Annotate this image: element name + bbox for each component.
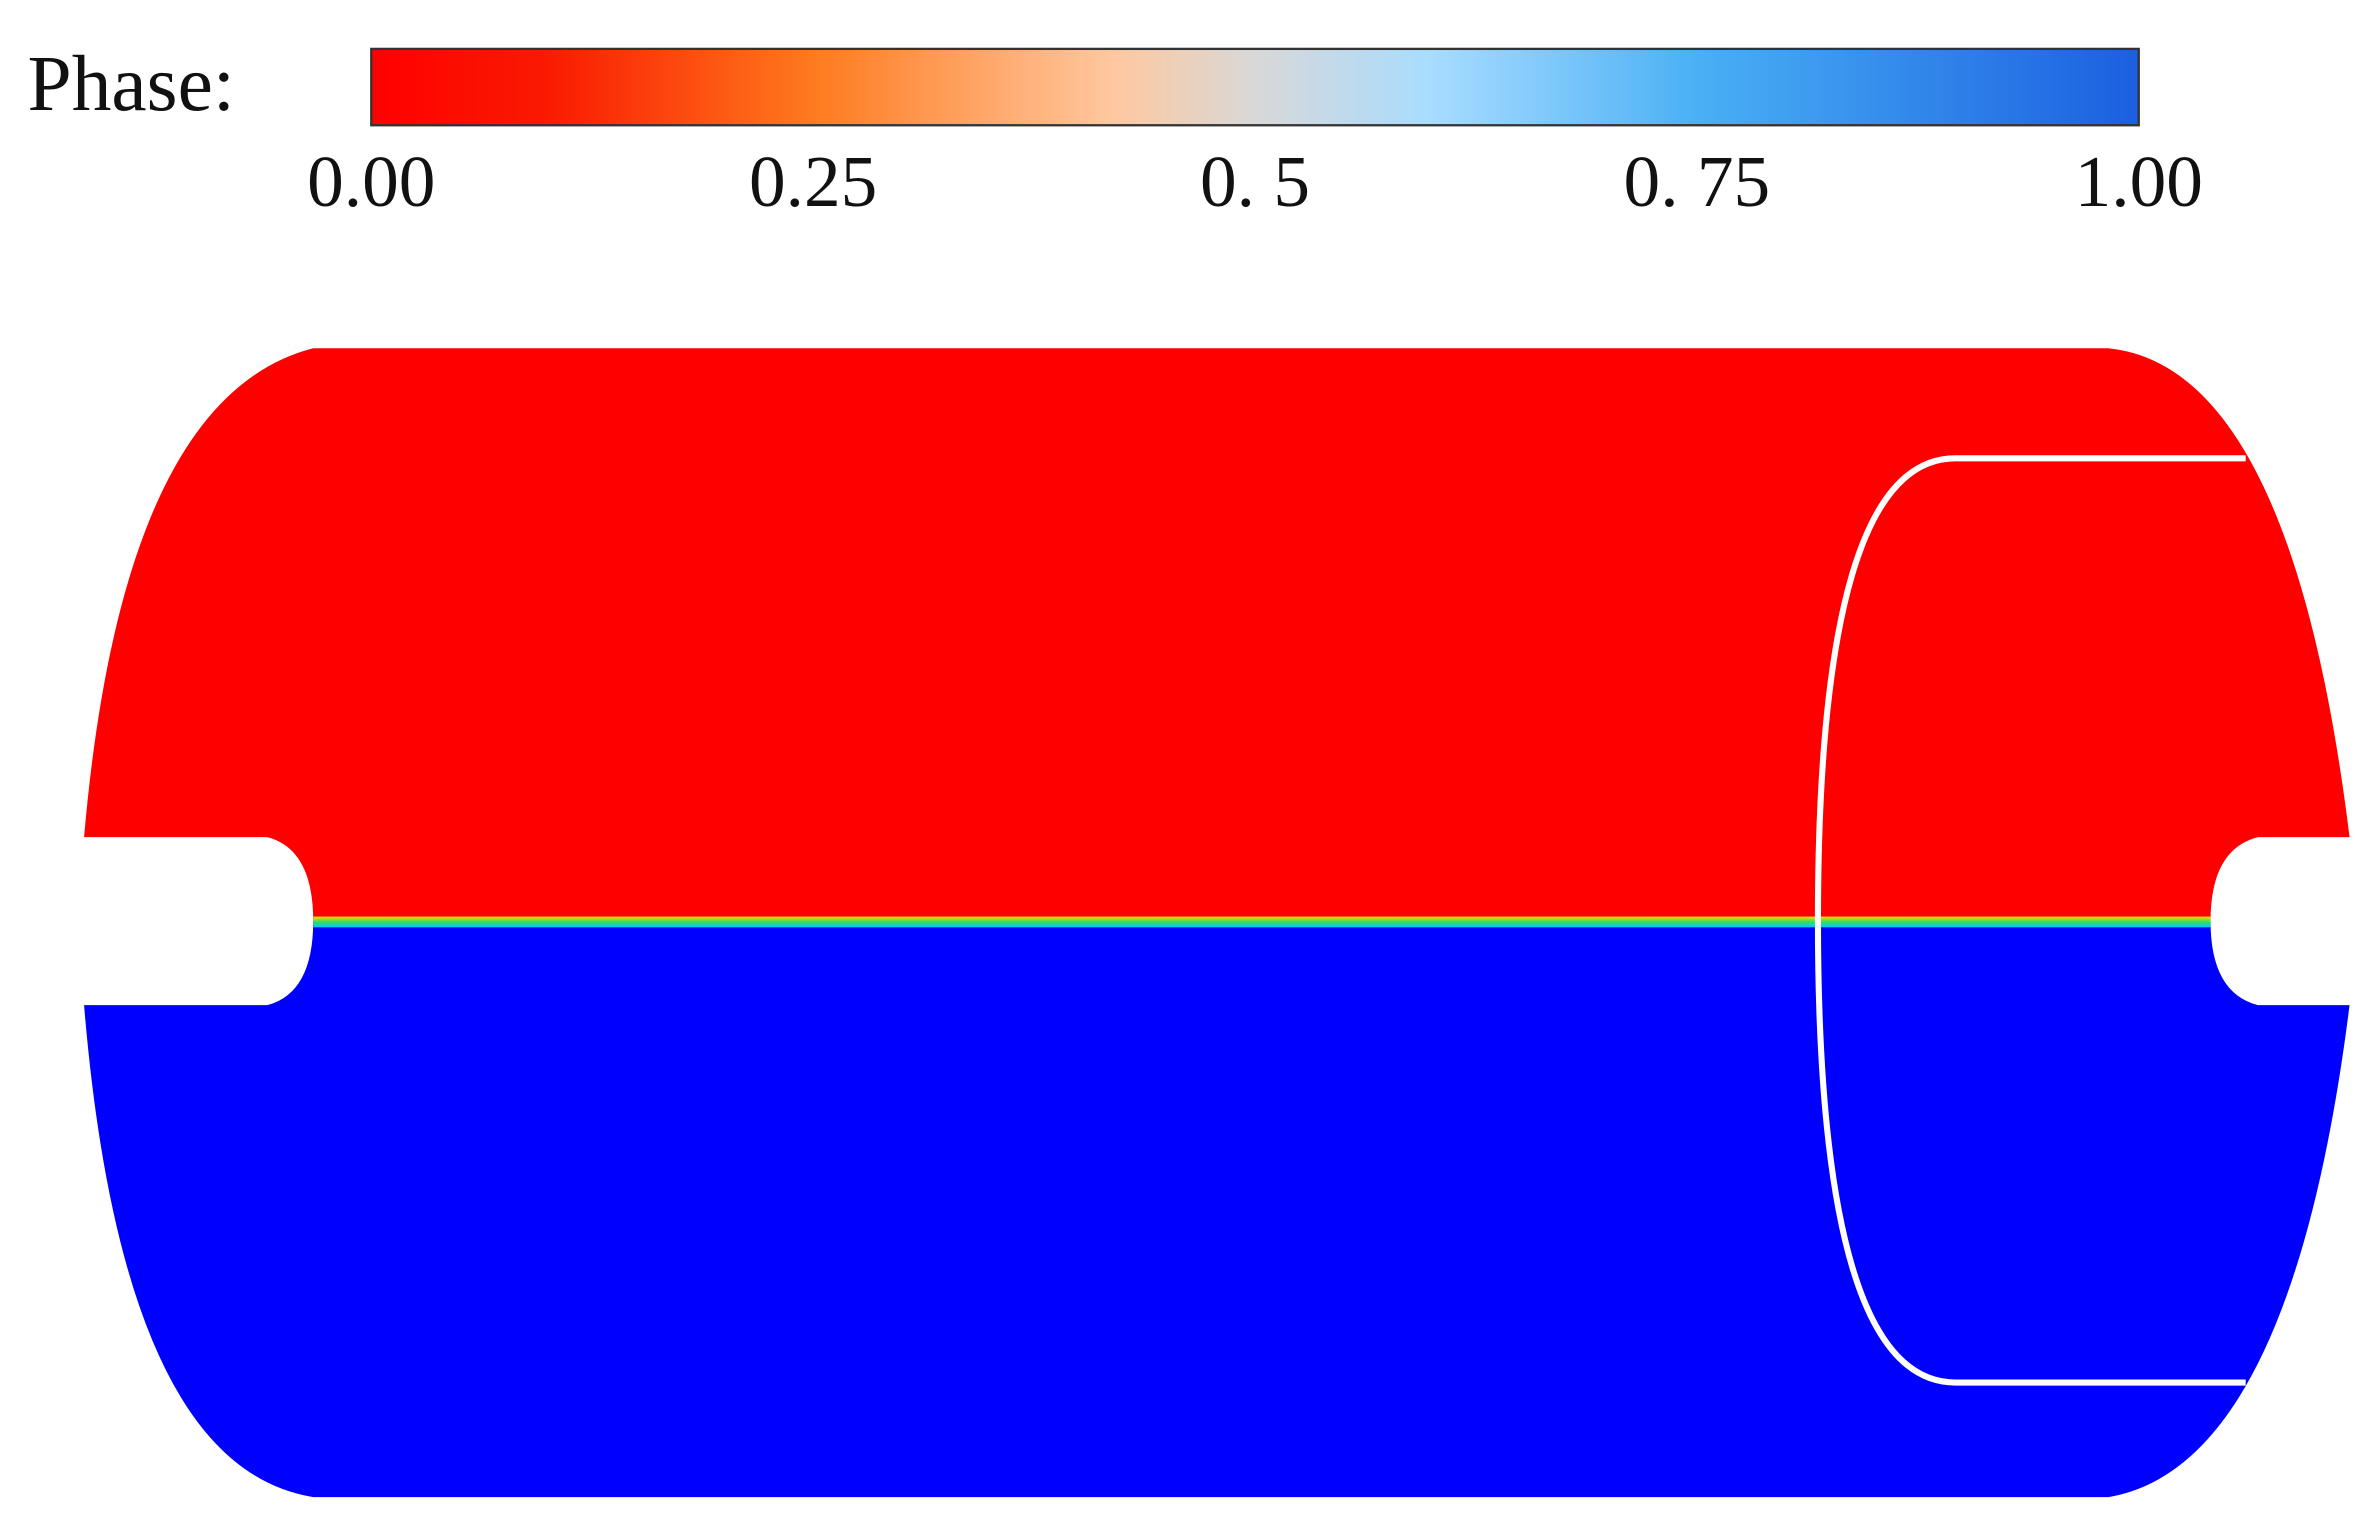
upper-phase-region xyxy=(84,348,2350,922)
colorbar-ticks: 0.00 0.25 0. 5 0. 75 1.00 xyxy=(307,141,2203,222)
colorbar-tick-label: 0.25 xyxy=(749,141,877,222)
colorbar-title: Phase: xyxy=(28,40,235,128)
phase-interface xyxy=(313,916,2211,928)
section-outline xyxy=(1814,455,2246,1386)
colorbar-tick-label: 1.00 xyxy=(2075,141,2203,222)
colorbar xyxy=(370,47,2140,127)
colorbar-tick-label: 0. 75 xyxy=(1624,141,1771,222)
lower-phase-region xyxy=(84,921,2350,1498)
colorbar-tick-label: 0. 5 xyxy=(1200,141,1310,222)
colorbar-tick-label: 0.00 xyxy=(307,141,435,222)
